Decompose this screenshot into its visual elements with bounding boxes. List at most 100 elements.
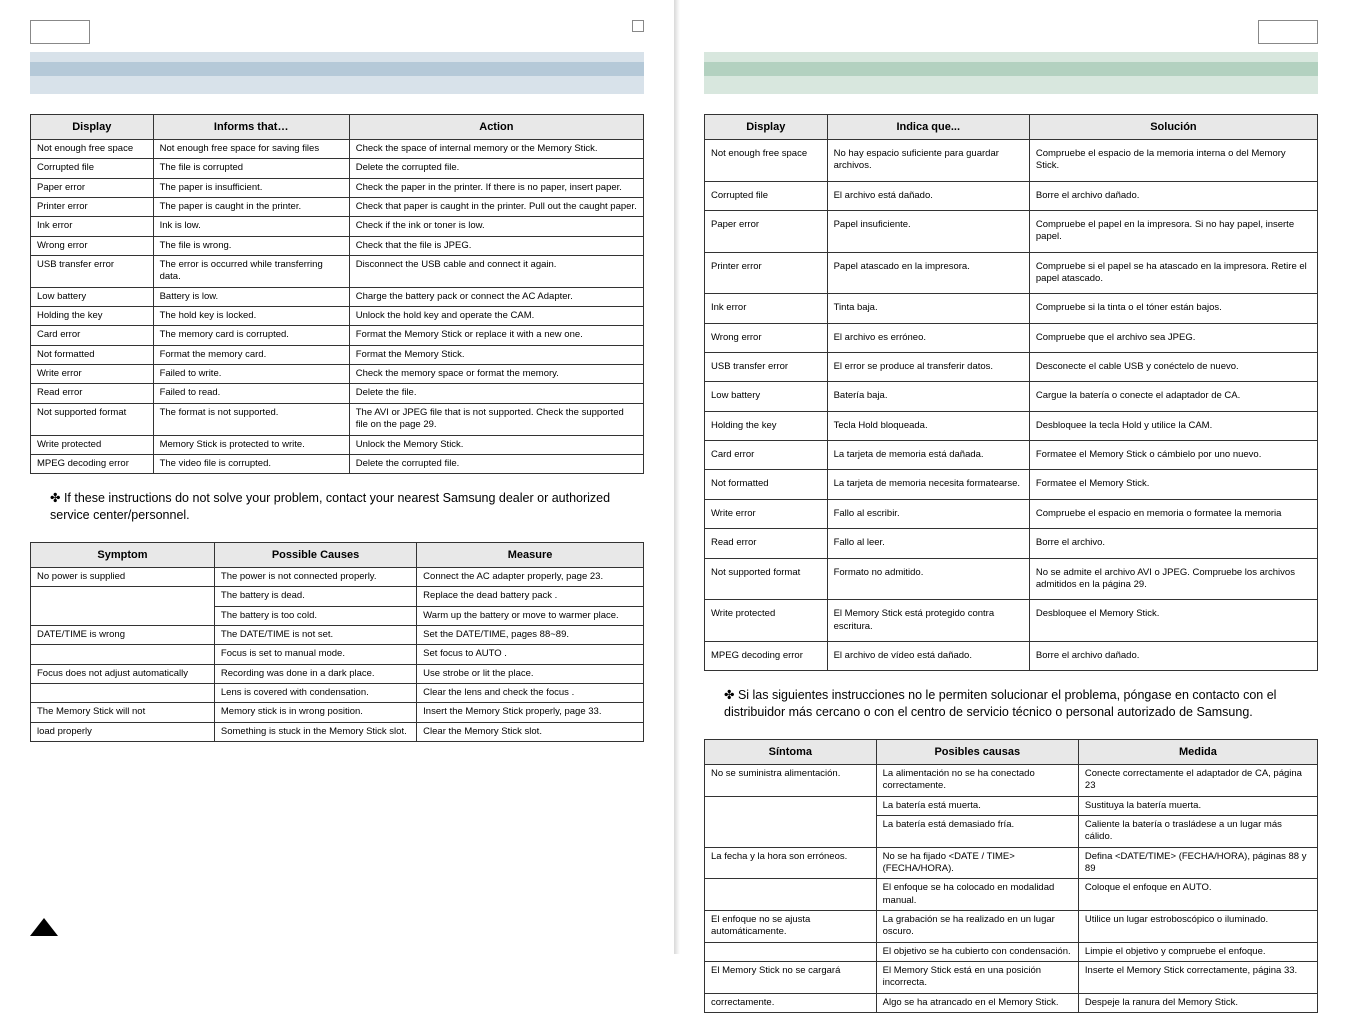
table-cell: Check the paper in the printer. If there… bbox=[349, 178, 643, 197]
table-cell: No power is supplied bbox=[31, 567, 215, 586]
table-row: La batería está muerta.Sustituya la bate… bbox=[705, 796, 1318, 815]
table-row: DATE/TIME is wrongThe DATE/TIME is not s… bbox=[31, 625, 644, 644]
table-cell bbox=[705, 879, 877, 911]
table-cell: The file is corrupted bbox=[153, 159, 349, 178]
table-cell: Compruebe si el papel se ha atascado en … bbox=[1029, 252, 1317, 294]
table-row: La batería está demasiado fría.Caliente … bbox=[705, 816, 1318, 848]
table-cell: Holding the key bbox=[31, 307, 154, 326]
note-es: ✤ Si las siguientes instrucciones no le … bbox=[724, 687, 1318, 721]
table-cell: Use strobe or lit the place. bbox=[417, 664, 644, 683]
table-cell: Not enough free space bbox=[31, 140, 154, 159]
table-cell: Unlock the Memory Stick. bbox=[349, 435, 643, 454]
table-cell: Delete the file. bbox=[349, 384, 643, 403]
table-cell: The DATE/TIME is not set. bbox=[214, 625, 416, 644]
table-cell: The error is occurred while transferring… bbox=[153, 256, 349, 288]
table-cell: Clear the Memory Stick slot. bbox=[417, 722, 644, 741]
table-row: Not supported formatFormato no admitido.… bbox=[705, 558, 1318, 600]
table-row: Card errorLa tarjeta de memoria está dañ… bbox=[705, 441, 1318, 470]
table-cell: Ink error bbox=[31, 217, 154, 236]
table-cell: USB transfer error bbox=[705, 353, 828, 382]
table-cell: El enfoque no se ajusta automáticamente. bbox=[705, 911, 877, 943]
table-cell: Warm up the battery or move to warmer pl… bbox=[417, 606, 644, 625]
table-cell: Format the memory card. bbox=[153, 345, 349, 364]
table-cell: Card error bbox=[31, 326, 154, 345]
table-cell: Wrong error bbox=[31, 236, 154, 255]
th-action: Action bbox=[349, 115, 643, 140]
table-row: MPEG decoding errorThe video file is cor… bbox=[31, 454, 644, 473]
table-cell: Lens is covered with condensation. bbox=[214, 684, 416, 703]
table-row: Write errorFallo al escribir.Compruebe e… bbox=[705, 499, 1318, 528]
table-cell: Formatee el Memory Stick. bbox=[1029, 470, 1317, 499]
table-cell bbox=[31, 645, 215, 664]
table-row: No se suministra alimentación.La aliment… bbox=[705, 764, 1318, 796]
table-cell: Memory stick is in wrong position. bbox=[214, 703, 416, 722]
table-row: USB transfer errorEl error se produce al… bbox=[705, 353, 1318, 382]
table-cell: Set focus to AUTO . bbox=[417, 645, 644, 664]
table-cell: Something is stuck in the Memory Stick s… bbox=[214, 722, 416, 741]
table-cell: Focus is set to manual mode. bbox=[214, 645, 416, 664]
th-symptom: Symptom bbox=[31, 542, 215, 567]
table-cell: Not formatted bbox=[705, 470, 828, 499]
title-band bbox=[704, 52, 1318, 94]
table-cell: El archivo está dañado. bbox=[827, 181, 1029, 210]
table-cell: Ink is low. bbox=[153, 217, 349, 236]
table-cell: Tecla Hold bloqueada. bbox=[827, 411, 1029, 440]
table-row: La fecha y la hora son erróneos.No se ha… bbox=[705, 847, 1318, 879]
table-row: correctamente.Algo se ha atrancado en el… bbox=[705, 993, 1318, 1012]
table-cell: Focus does not adjust automatically bbox=[31, 664, 215, 683]
table-cell: Fallo al escribir. bbox=[827, 499, 1029, 528]
table-cell: correctamente. bbox=[705, 993, 877, 1012]
table-cell: El archivo es erróneo. bbox=[827, 323, 1029, 352]
table-cell bbox=[705, 816, 877, 848]
table-cell: USB transfer error bbox=[31, 256, 154, 288]
symptom-table-es: Síntoma Posibles causas Medida No se sum… bbox=[704, 739, 1318, 1013]
table-cell: Caliente la batería o trasládese a un lu… bbox=[1078, 816, 1317, 848]
table-cell: Write protected bbox=[31, 435, 154, 454]
table-cell: Conecte correctamente el adaptador de CA… bbox=[1078, 764, 1317, 796]
right-page: Display Indica que... Solución Not enoug… bbox=[674, 0, 1348, 954]
table-cell: Inserte el Memory Stick correctamente, p… bbox=[1078, 962, 1317, 994]
table-row: Wrong errorThe file is wrong.Check that … bbox=[31, 236, 644, 255]
table-cell: Low battery bbox=[31, 287, 154, 306]
th-causes: Possible Causes bbox=[214, 542, 416, 567]
table-cell: Papel insuficiente. bbox=[827, 211, 1029, 253]
table-cell: No se suministra alimentación. bbox=[705, 764, 877, 796]
table-cell: El Memory Stick está en una posición inc… bbox=[876, 962, 1078, 994]
table-row: load properlySomething is stuck in the M… bbox=[31, 722, 644, 741]
table-cell: The paper is insufficient. bbox=[153, 178, 349, 197]
table-row: Corrupted fileThe file is corruptedDelet… bbox=[31, 159, 644, 178]
table-row: Not formattedFormat the memory card.Form… bbox=[31, 345, 644, 364]
table-cell: The video file is corrupted. bbox=[153, 454, 349, 473]
title-band bbox=[30, 52, 644, 94]
table-row: Focus does not adjust automaticallyRecor… bbox=[31, 664, 644, 683]
table-cell: Check the space of internal memory or th… bbox=[349, 140, 643, 159]
table-row: The Memory Stick will notMemory stick is… bbox=[31, 703, 644, 722]
table-cell: Set the DATE/TIME, pages 88~89. bbox=[417, 625, 644, 644]
table-cell: Wrong error bbox=[705, 323, 828, 352]
table-cell: Failed to read. bbox=[153, 384, 349, 403]
table-cell: Printer error bbox=[705, 252, 828, 294]
table-cell: Tinta baja. bbox=[827, 294, 1029, 323]
table-cell: Battery is low. bbox=[153, 287, 349, 306]
table-row: Holding the keyTecla Hold bloqueada.Desb… bbox=[705, 411, 1318, 440]
table-cell: Compruebe el papel en la impresora. Si n… bbox=[1029, 211, 1317, 253]
th-indica: Indica que... bbox=[827, 115, 1029, 140]
table-cell: Replace the dead battery pack . bbox=[417, 587, 644, 606]
table-cell: Check the memory space or format the mem… bbox=[349, 365, 643, 384]
table-row: Wrong errorEl archivo es erróneo.Comprue… bbox=[705, 323, 1318, 352]
table-row: El enfoque no se ajusta automáticamente.… bbox=[705, 911, 1318, 943]
th-medida: Medida bbox=[1078, 739, 1317, 764]
table-row: Paper errorThe paper is insufficient.Che… bbox=[31, 178, 644, 197]
table-cell: The memory card is corrupted. bbox=[153, 326, 349, 345]
table-cell: Corrupted file bbox=[31, 159, 154, 178]
table-cell: Holding the key bbox=[705, 411, 828, 440]
table-cell: La tarjeta de memoria está dañada. bbox=[827, 441, 1029, 470]
table-cell bbox=[705, 942, 877, 961]
table-row: The battery is dead.Replace the dead bat… bbox=[31, 587, 644, 606]
table-row: Write errorFailed to write.Check the mem… bbox=[31, 365, 644, 384]
table-row: Not enough free spaceNot enough free spa… bbox=[31, 140, 644, 159]
table-cell: Compruebe que el archivo sea JPEG. bbox=[1029, 323, 1317, 352]
table-cell: DATE/TIME is wrong bbox=[31, 625, 215, 644]
table-cell: Not supported format bbox=[705, 558, 828, 600]
table-row: Holding the keyThe hold key is locked.Un… bbox=[31, 307, 644, 326]
